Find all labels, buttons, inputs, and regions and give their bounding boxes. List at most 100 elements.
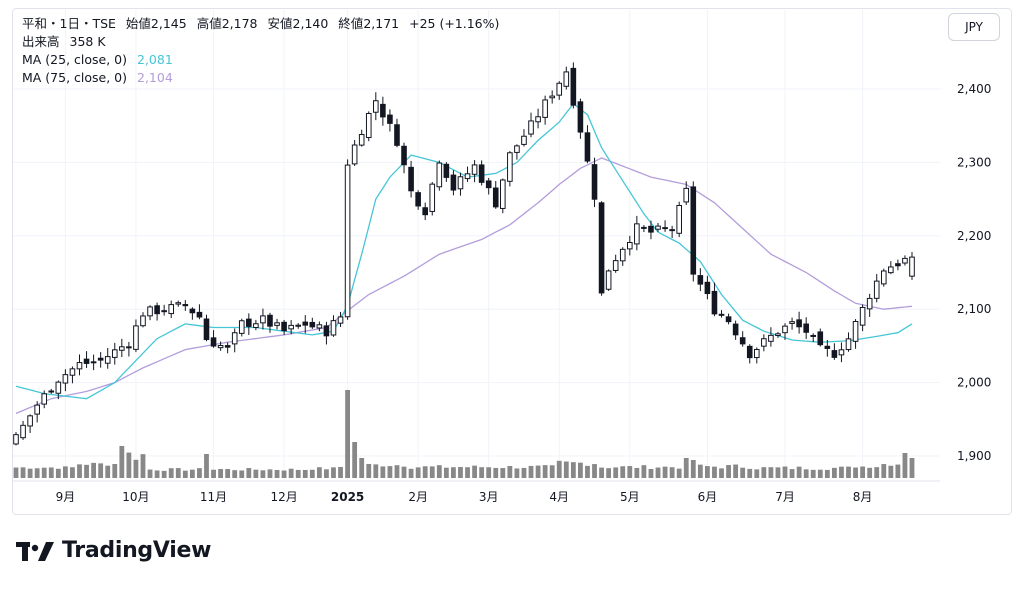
volume-bar [62, 466, 68, 478]
volume-bar [324, 469, 329, 478]
volume-bar [578, 462, 583, 478]
volume-bar [429, 466, 435, 478]
candle-body [563, 71, 570, 87]
candle-body [577, 101, 584, 133]
volume-bar [27, 468, 33, 478]
x-tick-label: 12月 [270, 490, 297, 504]
open-value: 2,145 [150, 16, 187, 31]
candle-body [274, 322, 280, 326]
y-tick-label: 2,200 [957, 229, 991, 243]
volume-bar [514, 468, 520, 478]
volume-bar [479, 467, 485, 478]
candle-body [817, 331, 824, 346]
volume-bar [154, 470, 160, 478]
volume-bar [380, 466, 386, 478]
volume-bar [281, 470, 287, 478]
candle-body [309, 321, 316, 328]
volume-bar [316, 467, 322, 478]
volume-bar [451, 467, 456, 478]
volume-bar [112, 464, 118, 478]
candle-body [126, 346, 132, 349]
volume-bar [84, 464, 89, 478]
candle-body [27, 415, 33, 427]
volume-bar [98, 463, 104, 478]
y-tick-label: 1,900 [957, 449, 991, 463]
volume-bar [436, 465, 442, 478]
currency-button[interactable]: JPY [948, 13, 1000, 41]
ma75-row[interactable]: MA (75, close, 0) 2,104 [22, 69, 499, 87]
candle-body [387, 114, 393, 124]
candle-body [542, 99, 548, 118]
volume-bar [881, 464, 887, 478]
candle-body [189, 308, 196, 314]
volume-bar [592, 464, 597, 478]
volume-bar [719, 468, 724, 478]
low-value: 2,140 [292, 16, 329, 31]
volume-bar [563, 461, 569, 478]
volume-bar [556, 460, 562, 478]
candle-body [253, 323, 259, 328]
volume-bar [740, 467, 746, 478]
candle-body [13, 434, 19, 445]
candle-body [330, 320, 337, 336]
tradingview-logo[interactable]: TradingView [16, 538, 211, 563]
candle-body [217, 345, 224, 349]
y-tick-label: 2,100 [957, 302, 991, 316]
ma75-value: 2,104 [137, 70, 173, 85]
candle-body [556, 82, 563, 96]
volume-bar [768, 467, 774, 478]
chart-legend: 平和・1日・TSE 始値2,145 高値2,178 安値2,140 終値2,17… [22, 15, 499, 87]
candle-body [76, 362, 83, 370]
candle-body [471, 164, 478, 175]
candle-body [704, 281, 711, 295]
candle-body [422, 207, 428, 216]
x-tick-label: 9月 [56, 490, 76, 504]
volume-bar [853, 467, 858, 478]
volume-bar [295, 469, 301, 478]
candle-body [182, 304, 189, 307]
candle-body [443, 163, 450, 178]
symbol-label[interactable]: 平和・1日・TSE [22, 16, 116, 31]
candle-body [873, 280, 880, 299]
volume-bar [712, 466, 717, 478]
candle-body [895, 263, 901, 267]
candle-body [697, 275, 704, 285]
candle-body [358, 134, 365, 146]
volume-bar [831, 467, 837, 478]
candle-body [48, 390, 55, 393]
volume-bar [168, 468, 174, 478]
candle-body [429, 183, 436, 212]
candle-body [711, 290, 718, 315]
candle-body [810, 334, 817, 337]
ma25-row[interactable]: MA (25, close, 0) 2,081 [22, 51, 499, 69]
volume-bar [909, 458, 915, 478]
candle-body [119, 346, 125, 351]
volume-bar [676, 468, 682, 478]
volume-bar [77, 464, 82, 478]
volume-bar [789, 469, 795, 478]
candle-body [161, 310, 167, 313]
y-tick-label: 2,400 [957, 82, 991, 96]
volume-bar [874, 467, 880, 478]
volume-bar [274, 470, 280, 478]
volume-bar [655, 467, 661, 478]
candle-body [676, 205, 682, 234]
candle-body [690, 186, 697, 275]
candle-body [535, 116, 541, 123]
candle-body [69, 368, 76, 376]
candle-body [485, 180, 492, 189]
price-chart[interactable]: 1,900 2,000 2,100 2,200 2,300 2,400 9月 10月 11月 12… [0, 0, 1024, 520]
candle-body [323, 325, 330, 337]
volume-bar [570, 462, 576, 478]
x-tick-label: 2025 [331, 490, 364, 504]
candle-body [782, 325, 788, 334]
candle-body [267, 314, 273, 327]
volume-bar [683, 458, 689, 478]
volume-bar [373, 464, 379, 478]
volume-bar [747, 468, 753, 478]
candle-body [725, 316, 732, 323]
x-tick-label: 8月 [853, 490, 873, 504]
close-value: 2,171 [363, 16, 400, 31]
volume-bar [627, 466, 633, 478]
volume-bar [895, 464, 901, 478]
